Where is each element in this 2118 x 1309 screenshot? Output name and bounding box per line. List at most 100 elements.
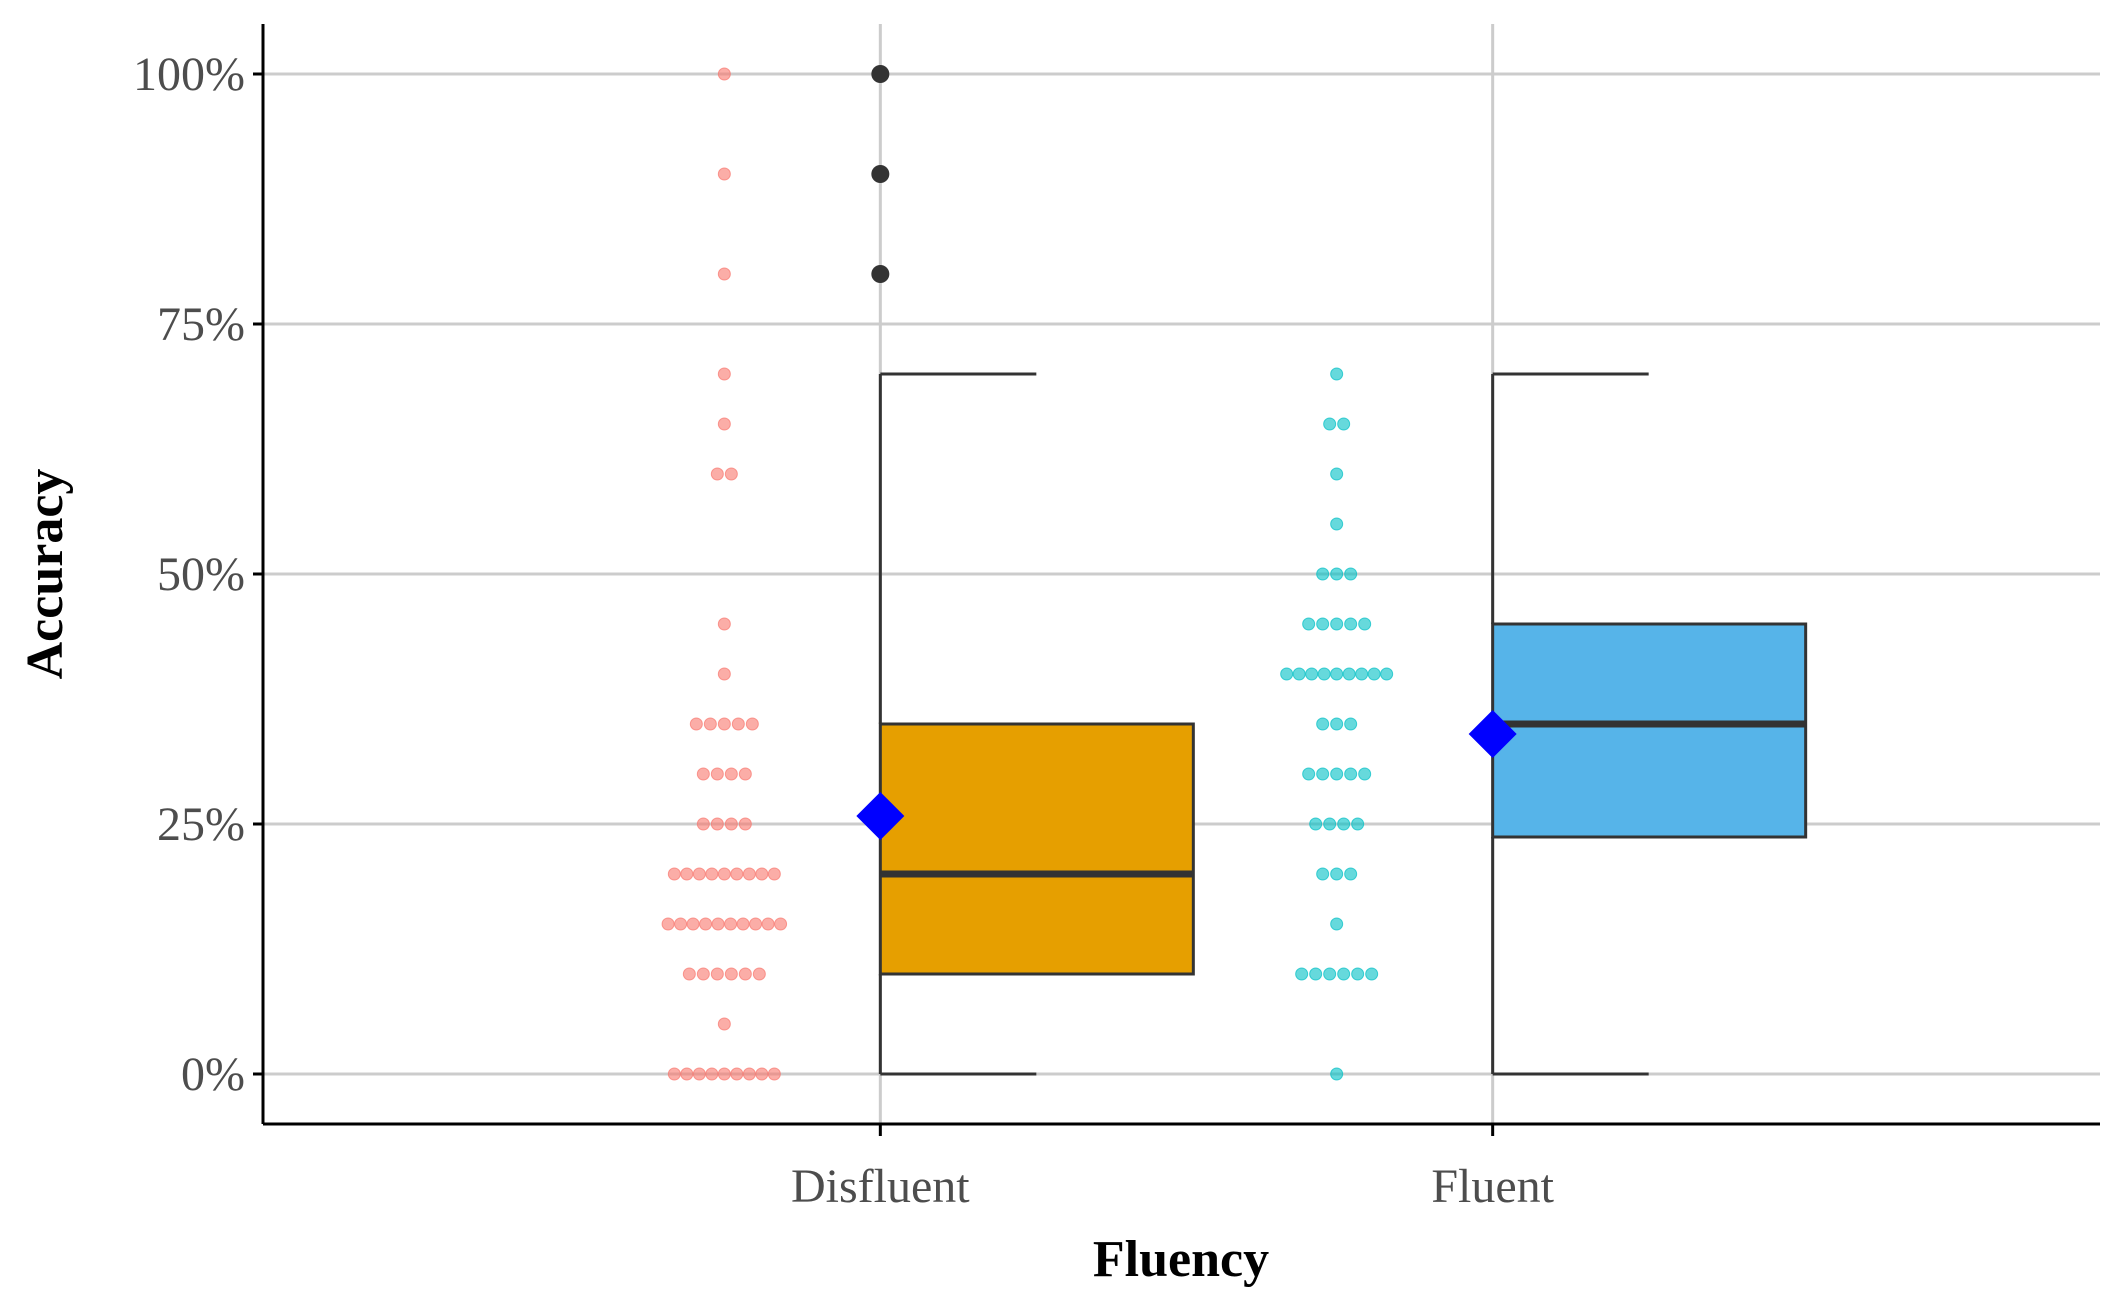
data-point [724,967,738,981]
data-point [710,817,724,831]
box-iqr [878,722,1195,976]
data-point [1380,667,1394,681]
data-point [1344,567,1358,581]
data-point [1302,767,1316,781]
y-tick-label: 75% [157,298,245,351]
data-point [1344,617,1358,631]
data-point [717,617,731,631]
data-point [1330,517,1344,531]
data-point [745,717,759,731]
data-point [755,1067,769,1081]
data-point [667,1067,681,1081]
data-point [1323,817,1337,831]
y-axis-title: Accuracy [17,469,74,680]
outlier-point [871,65,890,83]
data-point [717,867,731,881]
data-point [1330,767,1344,781]
data-point [1330,467,1344,481]
data-point [1344,717,1358,731]
data-point [710,967,724,981]
data-point [730,867,744,881]
data-point [1330,367,1344,381]
data-point [717,717,731,731]
data-point [742,867,756,881]
data-point [717,667,731,681]
data-point [1330,617,1344,631]
data-point [1330,667,1344,681]
x-tick-label: Fluent [1431,1160,1554,1213]
data-point [680,1067,694,1081]
y-tick-label: 0% [181,1048,245,1101]
data-point [1309,817,1323,831]
data-point [1316,567,1330,581]
data-point [1316,617,1330,631]
x-axis-title: Fluency [1093,1231,1269,1288]
data-point [661,917,675,931]
data-point [667,867,681,881]
data-point [730,1067,744,1081]
data-point [1344,767,1358,781]
data-point [1330,567,1344,581]
data-point [1330,917,1344,931]
data-point [1323,967,1337,981]
data-point [1330,717,1344,731]
data-point [724,917,738,931]
data-point [1330,1067,1344,1081]
tick-labels: 0% 25% 50% 75% 100% Disfluent Fluent [133,48,1555,1213]
data-point [724,767,738,781]
data-point [1292,667,1306,681]
data-point [738,817,752,831]
data-point [696,817,710,831]
data-point [1337,967,1351,981]
data-point [1351,817,1365,831]
data-point [1358,767,1372,781]
data-point [761,917,775,931]
data-point [699,917,713,931]
data-point [1302,617,1316,631]
box-plots [856,65,1808,1076]
data-point [680,867,694,881]
data-point [696,967,710,981]
data-point [738,967,752,981]
axes [253,24,2100,1136]
data-point [1316,717,1330,731]
data-point [738,767,752,781]
data-point [1330,867,1344,881]
data-point [717,1067,731,1081]
data-point [731,717,745,731]
data-point [1316,767,1330,781]
data-point [724,817,738,831]
data-point [1295,967,1309,981]
data-point [717,417,731,431]
data-point [1316,867,1330,881]
data-point [705,1067,719,1081]
y-tick-label: 25% [157,798,245,851]
data-point [705,867,719,881]
data-point [711,917,725,931]
data-point [1309,967,1323,981]
data-point [674,917,688,931]
data-point [717,67,731,81]
mean-marker [1468,710,1517,758]
x-tick-label: Disfluent [791,1160,970,1213]
data-point [1365,967,1379,981]
outlier-point [871,265,890,283]
mean-marker [856,792,905,840]
data-point [682,967,696,981]
data-point [710,467,724,481]
data-point [1342,667,1356,681]
data-point [1337,817,1351,831]
data-point [689,717,703,731]
data-point [752,967,766,981]
data-point [692,867,706,881]
data-point [749,917,763,931]
data-point [767,1067,781,1081]
data-point [717,267,731,281]
data-point [717,367,731,381]
data-point [1317,667,1331,681]
data-point [767,867,781,881]
data-point [1305,667,1319,681]
y-tick-label: 50% [157,548,245,601]
data-point [724,467,738,481]
